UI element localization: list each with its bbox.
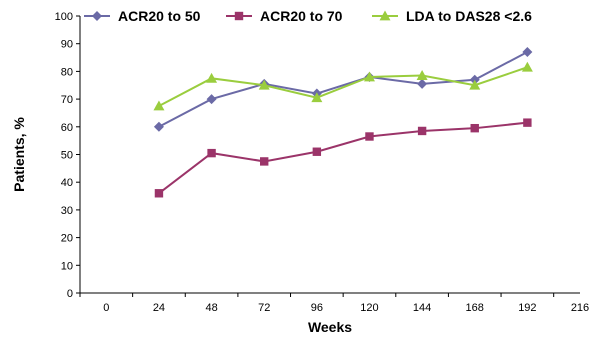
data-point (365, 132, 374, 141)
legend-item-3: LDA to DAS28 <2.6 (372, 8, 532, 24)
legend-item-2: ACR20 to 70 (226, 8, 343, 24)
data-point (154, 189, 164, 198)
x-tick-label: 48 (205, 302, 217, 314)
data-point (522, 47, 533, 58)
data-point (312, 147, 322, 156)
legend-label: LDA to DAS28 <2.6 (406, 8, 532, 24)
y-axis-ticks: 0 10 20 30 40 50 60 70 80 90 100 (55, 11, 80, 300)
y-tick-label: 10 (61, 260, 73, 272)
y-tick-label: 80 (61, 66, 73, 78)
y-tick-label: 60 (61, 122, 73, 134)
data-point (311, 92, 323, 103)
y-tick-label: 90 (61, 39, 73, 51)
data-point (523, 118, 532, 127)
data-point (521, 61, 533, 72)
data-point (206, 72, 218, 83)
x-tick-label: 72 (258, 302, 270, 314)
x-tick-label: 0 (103, 302, 109, 314)
y-tick-label: 0 (67, 288, 73, 300)
x-tick-label: 144 (413, 302, 431, 314)
data-point (469, 79, 481, 90)
x-tick-label: 216 (571, 302, 589, 314)
data-point (258, 79, 270, 90)
data-point (207, 148, 216, 158)
y-tick-label: 70 (61, 94, 73, 106)
y-tick-label: 100 (55, 11, 73, 23)
x-tick-label: 96 (311, 302, 323, 314)
x-axis-ticks: 0 24 48 72 96 120 144 168 192 216 (79, 293, 589, 314)
data-point (206, 94, 217, 105)
data-point (470, 123, 479, 133)
data-point (260, 157, 269, 166)
series-line (158, 66, 528, 107)
data-point (416, 70, 428, 80)
x-tick-label: 192 (518, 302, 536, 314)
y-tick-label: 30 (61, 205, 73, 217)
series-3 (153, 61, 533, 111)
series-line (158, 51, 528, 128)
data-point (417, 78, 428, 89)
y-tick-label: 40 (61, 177, 73, 189)
legend-marker (234, 11, 244, 21)
plot-area (79, 16, 580, 294)
y-tick-label: 20 (61, 233, 73, 245)
data-point (153, 121, 164, 132)
data-point (417, 126, 427, 136)
legend-marker (379, 10, 391, 21)
data-point (469, 74, 480, 85)
y-axis-title: Patients, % (11, 117, 27, 192)
legend-marker (92, 11, 102, 21)
chart-legend: ACR20 to 50 ACR20 to 70 LDA to DAS28 <2.6 (84, 8, 532, 24)
x-tick-label: 24 (153, 302, 165, 314)
legend-label: ACR20 to 70 (260, 8, 343, 24)
y-tick-label: 50 (61, 150, 73, 162)
data-point (363, 71, 375, 82)
x-tick-label: 168 (466, 302, 484, 314)
x-axis-title: Weeks (308, 319, 352, 335)
legend-item-1: ACR20 to 50 (84, 8, 201, 24)
series-2 (154, 118, 532, 198)
series-line (158, 121, 528, 195)
legend-label: ACR20 to 50 (118, 8, 201, 24)
x-tick-label: 120 (360, 302, 378, 314)
data-point (153, 100, 165, 111)
